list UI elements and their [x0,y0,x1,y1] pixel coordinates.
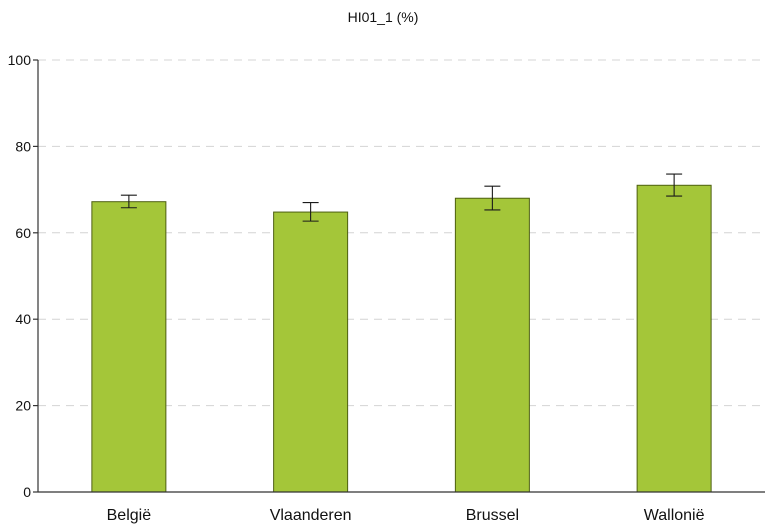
y-tick-label-80: 80 [15,138,31,154]
y-tick-label-100: 100 [8,52,32,68]
bars [91,184,712,493]
bar-wallonië [636,184,712,493]
error-bars [120,173,683,222]
error-bar-brussel [484,185,501,211]
x-tick-label-belgië: België [107,507,152,524]
y-axis-ticks: 0 20 40 60 80 100 [8,52,38,500]
y-tick-label-40: 40 [15,311,31,327]
y-tick-label-20: 20 [15,398,31,414]
x-tick-label-brussel: Brussel [466,507,519,524]
error-bar-vlaanderen [302,202,319,222]
y-tick-label-0: 0 [23,484,31,500]
bar-belgië [91,201,167,493]
bar-brussel [454,197,530,493]
chart-title: HI01_1 (%) [348,9,419,25]
axes [37,60,765,493]
error-bar-belgië [120,194,137,209]
x-tick-label-wallonië: Wallonië [644,507,705,524]
bar-vlaanderen [273,211,349,493]
error-bar-wallonië [666,173,683,197]
y-tick-label-60: 60 [15,225,31,241]
category-labels: België Vlaanderen Brussel Wallonië [107,507,705,524]
x-tick-label-vlaanderen: Vlaanderen [270,507,352,524]
